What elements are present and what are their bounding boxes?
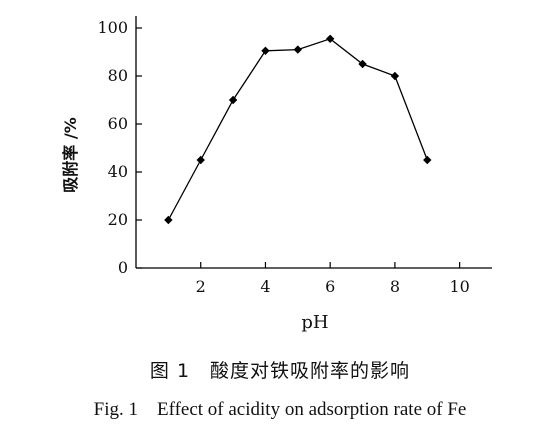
y-axis-label: 吸附率 /% bbox=[61, 117, 80, 192]
y-tick-label: 40 bbox=[108, 162, 128, 181]
x-tick-label: 10 bbox=[449, 277, 469, 296]
y-tick-label: 80 bbox=[108, 66, 128, 85]
data-point-marker bbox=[261, 46, 270, 55]
data-point-marker bbox=[325, 34, 335, 43]
y-tick-label: 100 bbox=[97, 18, 128, 37]
data-point-marker bbox=[228, 95, 238, 105]
data-point-marker bbox=[164, 215, 173, 225]
series bbox=[164, 34, 432, 225]
figure-caption-english: Fig. 1 Effect of acidity on adsorption r… bbox=[93, 399, 467, 420]
data-point-marker bbox=[358, 59, 367, 69]
data-point-marker bbox=[390, 71, 400, 81]
data-point-marker bbox=[196, 155, 205, 165]
data-point-marker bbox=[423, 155, 432, 165]
data-point-marker bbox=[293, 45, 303, 54]
x-tick-label: 2 bbox=[196, 277, 206, 296]
figure-caption-chinese: 图 1 酸度对铁吸附率的影响 bbox=[149, 360, 411, 382]
x-tick-label: 6 bbox=[325, 277, 335, 296]
x-tick-label: 8 bbox=[390, 277, 400, 296]
x-axis-label: pH bbox=[301, 312, 328, 333]
series-line bbox=[167, 38, 428, 221]
y-tick-label: 20 bbox=[108, 210, 128, 229]
axes bbox=[135, 16, 492, 269]
y-tick-label: 0 bbox=[118, 258, 128, 277]
x-tick-label: 4 bbox=[260, 277, 270, 296]
y-tick-label: 60 bbox=[108, 114, 128, 133]
